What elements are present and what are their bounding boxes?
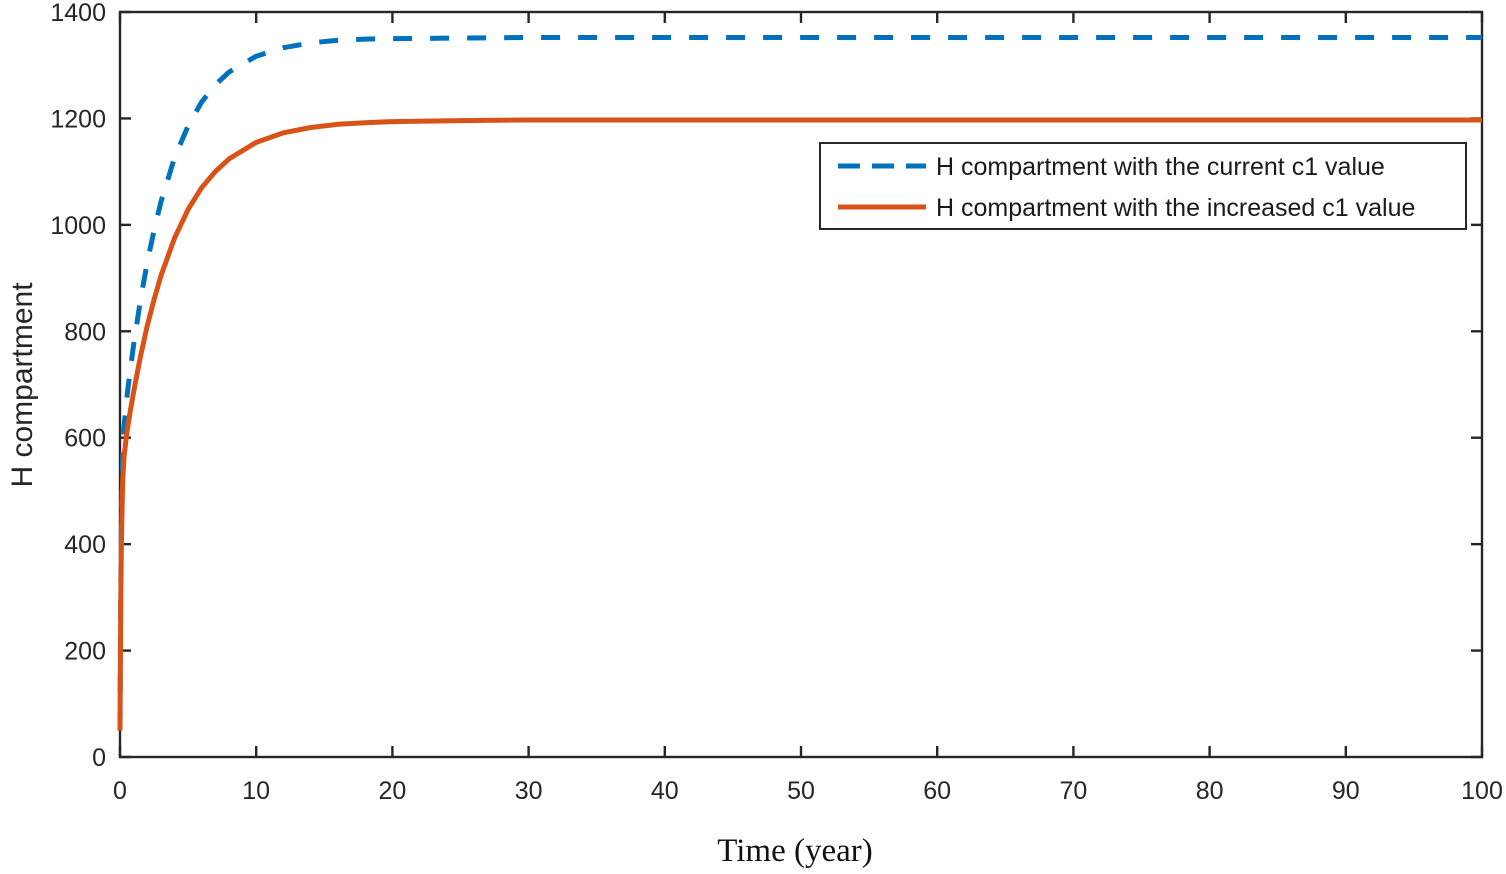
x-tick-label: 20 (378, 777, 406, 805)
data-curves (117, 35, 1482, 731)
x-tick-label: 90 (1332, 777, 1360, 805)
curve-increased-c1 (117, 117, 1482, 731)
y-tick-label: 1200 (50, 105, 106, 133)
y-tick-label: 800 (64, 318, 106, 346)
legend-entry-increased-c1: H compartment with the increased c1 valu… (936, 194, 1415, 222)
y-tick-label: 200 (64, 638, 106, 666)
y-axis-label: H compartment (6, 282, 39, 488)
curve-current-c1 (117, 35, 1482, 731)
y-tick-label: 600 (64, 425, 106, 453)
y-tick-label: 1000 (50, 212, 106, 240)
y-tick-label: 400 (64, 531, 106, 559)
x-tick-label: 70 (1059, 777, 1087, 805)
x-tick-label: 30 (515, 777, 543, 805)
x-tick-label: 100 (1461, 777, 1503, 805)
axes-frame: 0 10 20 30 40 50 60 70 80 90 100020040060080010001… (50, 0, 1502, 805)
legend: H compartment with the current c1 value … (819, 142, 1467, 230)
x-axis-label: Time (year) (717, 833, 873, 869)
y-tick-label: 0 (92, 744, 106, 772)
y-tick-label: 1400 (50, 0, 106, 27)
x-tick-label: 10 (242, 777, 270, 805)
legend-entry-current-c1: H compartment with the current c1 value (936, 153, 1385, 181)
x-tick-label: 80 (1196, 777, 1224, 805)
x-tick-label: 60 (923, 777, 951, 805)
x-tick-label: 50 (787, 777, 815, 805)
x-tick-label: 0 (113, 777, 127, 805)
x-tick-label: 40 (651, 777, 679, 805)
legend-box (819, 142, 1467, 230)
